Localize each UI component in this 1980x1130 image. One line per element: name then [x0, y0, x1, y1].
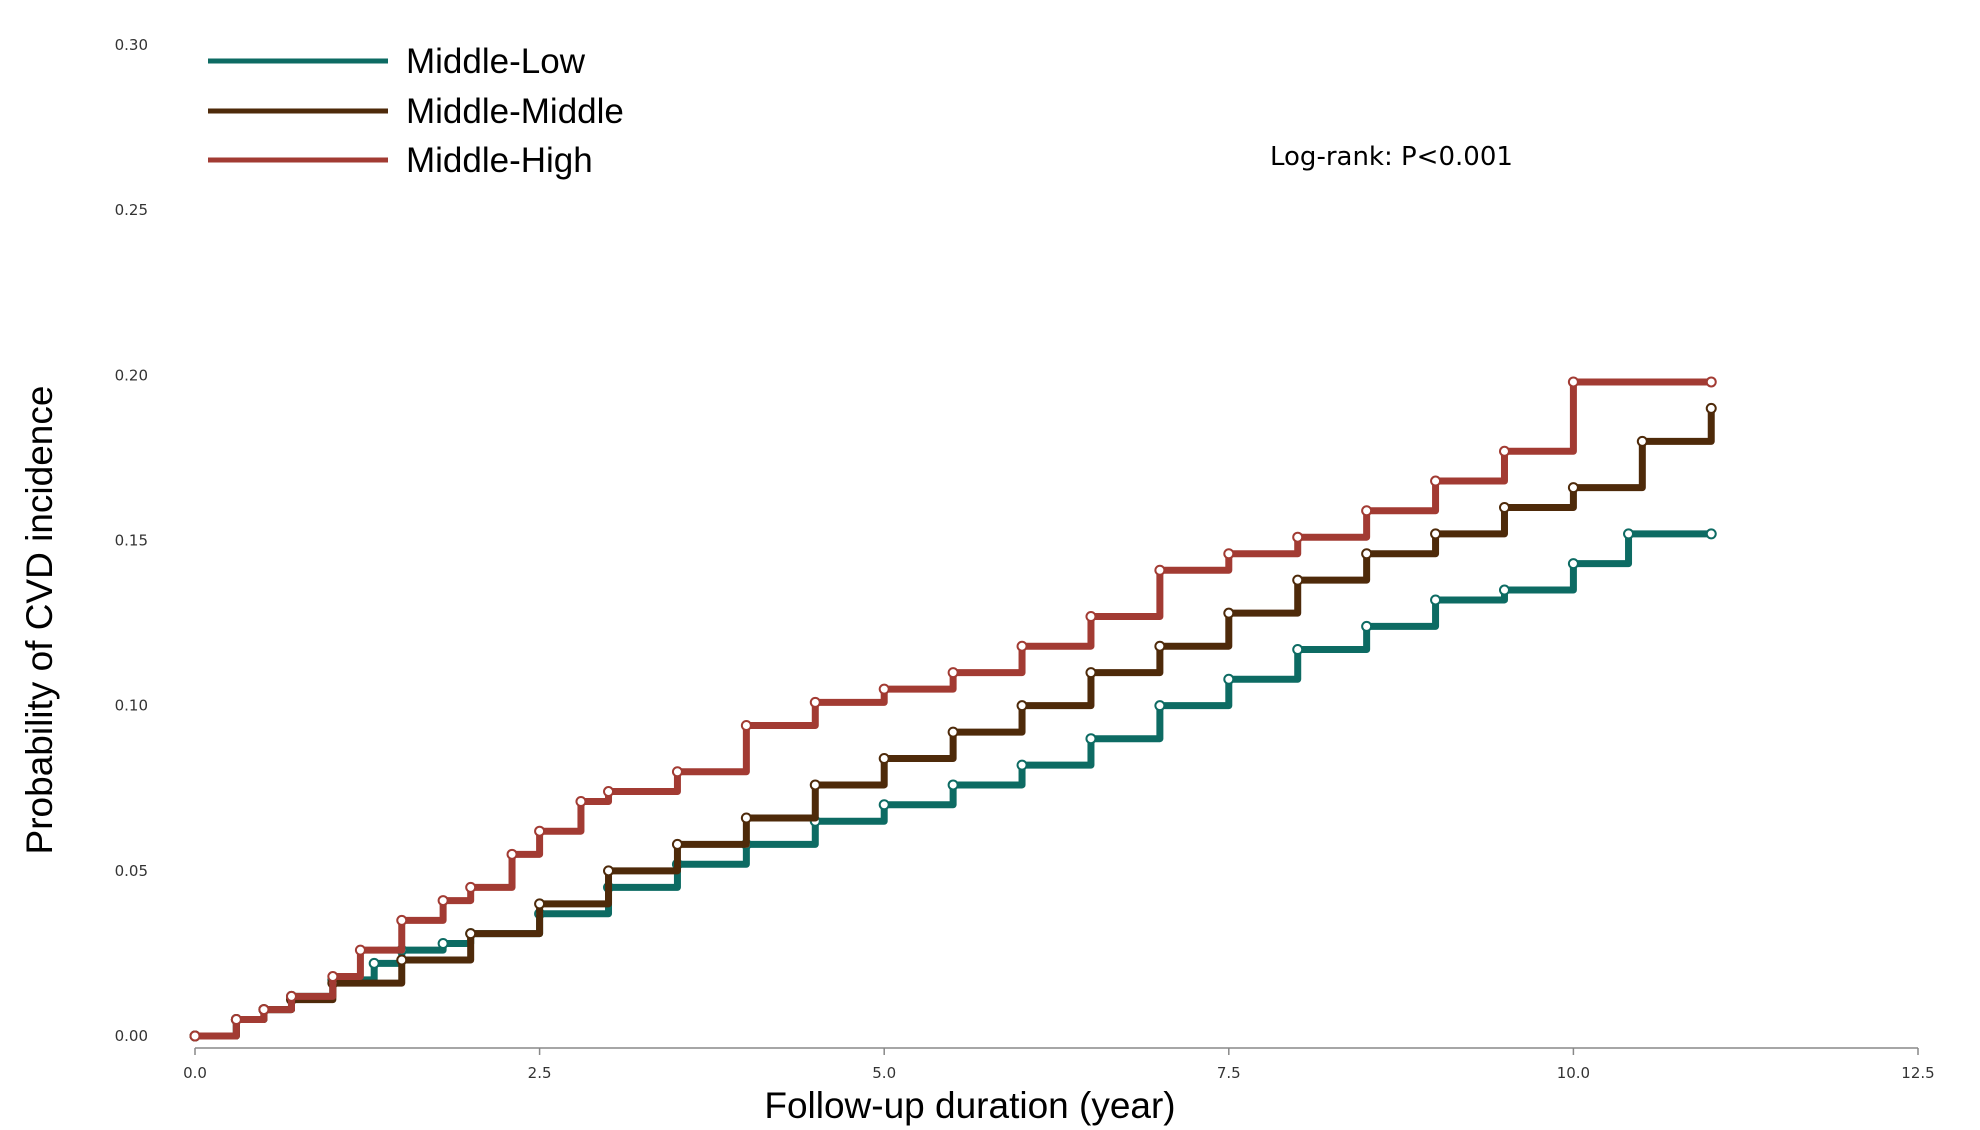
data-point: [1567, 376, 1579, 388]
legend-label: Middle-High: [406, 141, 593, 180]
x-tick-label: 0.0: [183, 1064, 207, 1082]
x-tick-label: 7.5: [1217, 1064, 1241, 1082]
data-point: [465, 928, 477, 940]
data-point: [947, 779, 959, 791]
data-point: [1154, 640, 1166, 652]
y-tick-label: 0.00: [115, 1027, 148, 1045]
data-point: [1430, 528, 1442, 540]
series-line: [191, 378, 1715, 1040]
data-point: [465, 881, 477, 893]
data-point: [327, 971, 339, 983]
x-axis-title: Follow-up duration (year): [764, 1085, 1175, 1126]
legend-label: Middle-Low: [406, 42, 586, 81]
data-point: [1361, 620, 1373, 632]
data-point: [506, 848, 518, 860]
data-point: [534, 825, 546, 837]
data-point: [230, 1013, 242, 1025]
data-point: [671, 766, 683, 778]
data-point: [878, 683, 890, 695]
data-point: [671, 838, 683, 850]
y-tick-label: 0.15: [115, 532, 148, 550]
y-tick-label: 0.30: [115, 36, 148, 54]
data-point: [1292, 644, 1304, 656]
data-point: [258, 1004, 270, 1016]
x-tick-label: 5.0: [872, 1064, 896, 1082]
data-point: [575, 795, 587, 807]
data-point: [1623, 528, 1635, 540]
data-point: [1292, 531, 1304, 543]
data-point: [603, 786, 615, 798]
data-point: [1154, 564, 1166, 576]
data-point: [396, 954, 408, 966]
data-point: [947, 726, 959, 738]
data-point: [368, 957, 380, 969]
data-point: [437, 895, 449, 907]
data-point: [1223, 548, 1235, 560]
data-point: [1636, 435, 1648, 447]
data-point: [1567, 558, 1579, 570]
data-point: [396, 914, 408, 926]
series-line: [191, 404, 1715, 1040]
series-group-middle-low: [189, 528, 1717, 1042]
x-tick-label: 12.5: [1901, 1064, 1934, 1082]
data-point: [1430, 475, 1442, 487]
data-point: [1498, 584, 1510, 596]
data-point: [1016, 700, 1028, 712]
data-point: [1705, 376, 1717, 388]
data-point: [603, 865, 615, 877]
data-point: [1223, 673, 1235, 685]
data-point: [285, 990, 297, 1002]
x-tick-label: 2.5: [528, 1064, 552, 1082]
data-point: [740, 719, 752, 731]
y-tick-label: 0.25: [115, 201, 148, 219]
x-tick-label: 10.0: [1557, 1064, 1590, 1082]
legend: Middle-Low Middle-Middle Middle-High: [208, 42, 624, 180]
data-point: [740, 812, 752, 824]
data-point: [437, 938, 449, 950]
y-tick-label: 0.20: [115, 366, 148, 384]
data-point: [1361, 548, 1373, 560]
data-point: [809, 779, 821, 791]
data-point: [878, 753, 890, 765]
data-point: [1016, 640, 1028, 652]
data-point: [1705, 528, 1717, 540]
series-group-middle-middle: [189, 402, 1717, 1042]
data-point: [1154, 700, 1166, 712]
data-point: [1085, 667, 1097, 679]
data-point: [1292, 574, 1304, 586]
data-point: [809, 696, 821, 708]
data-point: [189, 1030, 201, 1042]
data-point: [1705, 402, 1717, 414]
data-point: [1498, 445, 1510, 457]
legend-label: Middle-Middle: [406, 92, 624, 131]
data-point: [1361, 505, 1373, 517]
data-point: [1223, 607, 1235, 619]
data-point: [354, 944, 366, 956]
data-point: [1430, 594, 1442, 606]
series-layer: [189, 376, 1717, 1042]
y-axis-title: Probability of CVD incidence: [19, 386, 60, 855]
axes-layer: 0.0 2.5 5.0 7.5 10.0 12.5 0.00 0.05 0.10 0.15 0.20…: [115, 36, 1935, 1082]
data-point: [947, 667, 959, 679]
data-point: [1085, 610, 1097, 622]
data-point: [1016, 759, 1028, 771]
data-point: [1498, 501, 1510, 513]
y-tick-label: 0.10: [115, 697, 148, 715]
series-group-middle-high: [189, 376, 1717, 1042]
data-point: [1085, 733, 1097, 745]
y-tick-label: 0.05: [115, 862, 148, 880]
data-point: [1567, 482, 1579, 494]
data-point: [878, 799, 890, 811]
log-rank-annotation: Log-rank: P<0.001: [1270, 142, 1513, 172]
data-point: [534, 898, 546, 910]
